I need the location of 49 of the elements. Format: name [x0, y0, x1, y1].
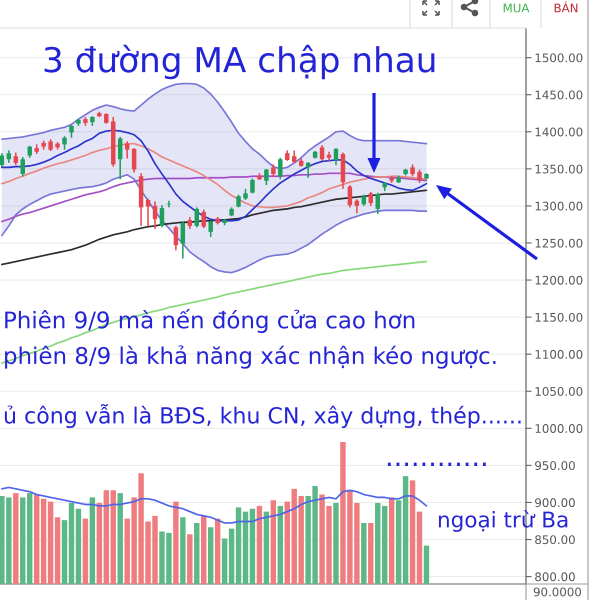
- bar: [278, 506, 284, 584]
- annotation: 3 đường MA chập nhau: [44, 44, 434, 80]
- line-series: [1, 129, 428, 222]
- bar: [201, 516, 206, 584]
- annotation: ủ công vẫn là BĐS, khu CN, xây dựng, thép......: [4, 404, 521, 428]
- text: BÁN: [554, 1, 578, 12]
- bar: [180, 517, 186, 584]
- line-series: [1, 142, 428, 208]
- bar: [82, 518, 88, 584]
- bar: [173, 502, 179, 584]
- y-tick-label: 1500.00: [536, 53, 582, 62]
- candlestick: [166, 200, 172, 208]
- y-tick-label: 950.00: [535, 461, 575, 470]
- bar: [214, 518, 220, 584]
- bar: [368, 522, 374, 584]
- y-tick-label: 1250.00: [536, 238, 582, 248]
- bar: [270, 500, 276, 584]
- text: MUA: [504, 4, 530, 12]
- bar: [187, 534, 193, 584]
- y-tick-label: 800.00: [535, 572, 575, 582]
- line-series: [1, 190, 428, 266]
- y-tick-label: 1200.00: [536, 276, 582, 285]
- y-tick-label: 900.00: [535, 498, 575, 508]
- bar: [62, 520, 68, 584]
- bar: [117, 493, 123, 584]
- y-tick-label: 1150.00: [536, 312, 582, 322]
- line-series: [1, 82, 428, 170]
- bar: [13, 493, 19, 584]
- y-tick-label: 1400.00: [536, 128, 582, 136]
- annotation: ............: [388, 462, 486, 466]
- bar: [194, 522, 200, 584]
- y-tick-label: 1100.00: [536, 350, 582, 359]
- y-tick-label: 1450.00: [536, 90, 582, 100]
- bar: [361, 522, 367, 584]
- bar: [90, 497, 96, 584]
- bar: [388, 497, 394, 584]
- line-series: [1, 172, 428, 222]
- text: 90.0000: [534, 587, 582, 596]
- bar: [256, 506, 262, 584]
- bar: [424, 546, 430, 584]
- bar: [208, 527, 214, 584]
- y-tick-label: 1050.00: [536, 386, 582, 396]
- y-tick-label: 1350.00: [536, 164, 582, 174]
- bar: [264, 512, 270, 584]
- bar: [333, 503, 339, 584]
- y-tick-label: 850.00: [535, 535, 575, 544]
- y-tick-label: 1300.00: [536, 202, 582, 211]
- line-series: [1, 174, 428, 274]
- y-tick-label: 1000.00: [536, 424, 582, 433]
